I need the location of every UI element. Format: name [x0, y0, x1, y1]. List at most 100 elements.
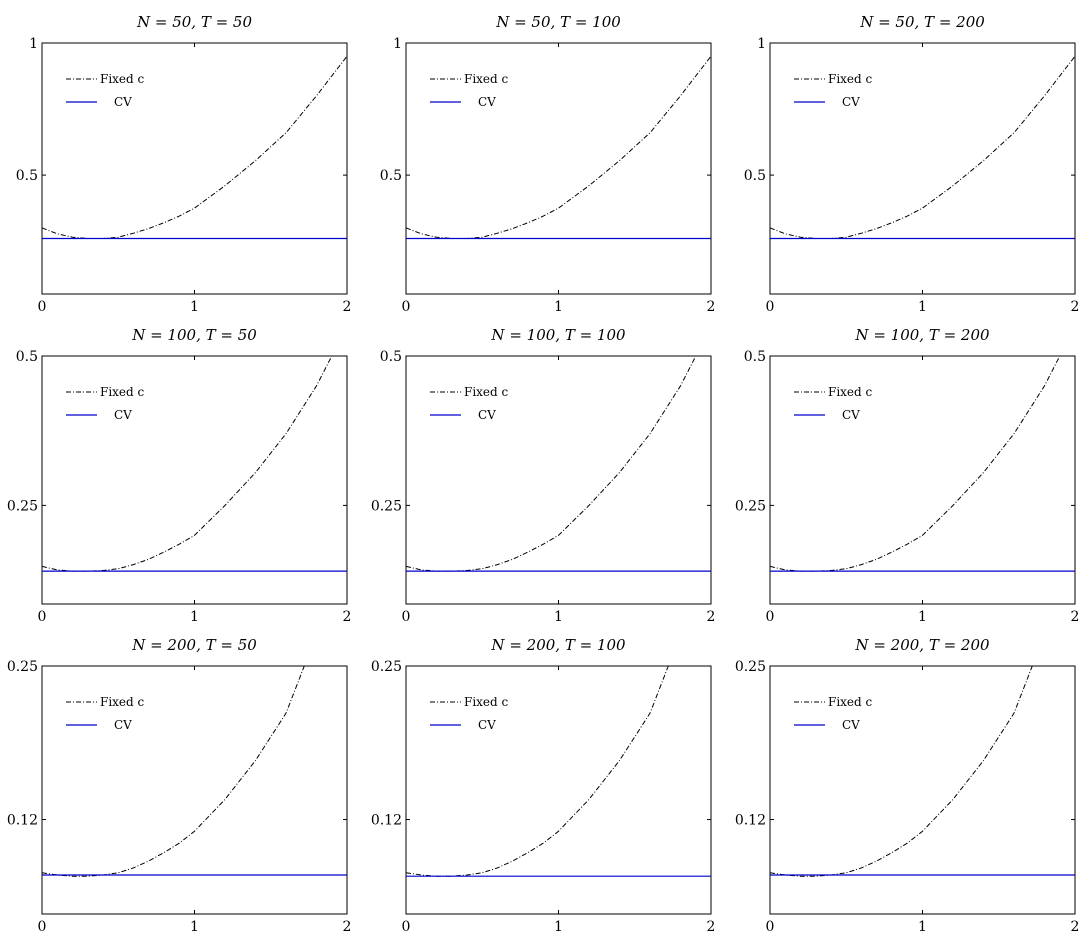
y-tick-label: 0.25: [7, 659, 38, 675]
x-tick-label: 2: [343, 609, 352, 625]
x-tick-label: 1: [918, 919, 927, 931]
series-fixed-c-line: [770, 55, 1075, 239]
legend: Fixed c CV: [66, 385, 145, 422]
panel-title: N = 50, T = 50: [136, 13, 253, 31]
plot-frame: [41, 355, 348, 605]
x-tick-label: 1: [918, 299, 927, 315]
y-tick-label: 0.25: [735, 659, 766, 675]
y-tick-label: 1: [393, 36, 402, 52]
panel-6: N = 100, T = 200 0 1 2 0.25 0.5 Fixed c CV: [735, 326, 1080, 625]
legend-label-cv: CV: [478, 718, 496, 732]
x-tick-label: 2: [707, 609, 716, 625]
legend-label-fixed-c: Fixed c: [464, 385, 509, 399]
panel-title: N = 200, T = 100: [490, 636, 626, 654]
series-fixed-c-line: [406, 356, 697, 572]
panel-title: N = 200, T = 200: [854, 636, 990, 654]
legend: Fixed c CV: [66, 695, 145, 732]
legend-label-fixed-c: Fixed c: [464, 695, 509, 709]
plot-frame: [769, 355, 1076, 605]
legend: Fixed c CV: [794, 72, 873, 109]
y-tick-label: 0.5: [380, 168, 402, 184]
x-tick-label: 0: [766, 299, 775, 315]
legend-label-cv: CV: [842, 95, 860, 109]
legend-label-fixed-c: Fixed c: [100, 72, 145, 86]
legend-label-cv: CV: [114, 95, 132, 109]
y-tick-label: 1: [757, 36, 766, 52]
x-tick-label: 1: [918, 609, 927, 625]
x-tick-label: 1: [190, 609, 199, 625]
x-tick-label: 2: [1071, 919, 1080, 931]
legend-label-fixed-c: Fixed c: [100, 695, 145, 709]
x-tick-label: 2: [343, 299, 352, 315]
x-tick-label: 0: [402, 299, 411, 315]
series-fixed-c-line: [770, 666, 1033, 877]
x-tick-label: 2: [707, 299, 716, 315]
panel-3: N = 50, T = 200 0 1 2 0.5 1 Fixed c CV: [744, 13, 1080, 315]
legend: Fixed c CV: [794, 385, 873, 422]
panel-2: N = 50, T = 100 0 1 2 0.5 1 Fixed c CV: [380, 13, 716, 315]
plot-frame: [769, 42, 1076, 295]
plot-frame: [41, 665, 348, 915]
panel-8: N = 200, T = 100 0 1 2 0.12 0.25 Fixed c CV: [371, 636, 716, 931]
x-tick-label: 1: [190, 919, 199, 931]
y-tick-label: 0.25: [735, 498, 766, 514]
panel-9: N = 200, T = 200 0 1 2 0.12 0.25 Fixed c CV: [735, 636, 1080, 931]
legend-label-cv: CV: [842, 408, 860, 422]
series-fixed-c-line: [770, 356, 1061, 572]
panel-title: N = 100, T = 50: [131, 326, 257, 344]
x-tick-label: 0: [402, 609, 411, 625]
x-tick-label: 1: [554, 919, 563, 931]
series-fixed-c-line: [406, 55, 711, 239]
y-tick-label: 0.5: [16, 349, 38, 365]
x-tick-label: 0: [766, 609, 775, 625]
legend: Fixed c CV: [430, 695, 509, 732]
plot-frame: [405, 42, 712, 295]
y-tick-label: 0.5: [380, 349, 402, 365]
panel-4: N = 100, T = 50 0 1 2 0.25 0.5 Fixed c CV: [7, 326, 352, 625]
x-tick-label: 1: [554, 609, 563, 625]
y-tick-label: 0.25: [7, 498, 38, 514]
legend: Fixed c CV: [66, 72, 145, 109]
legend: Fixed c CV: [430, 385, 509, 422]
series-fixed-c-line: [406, 666, 669, 877]
legend: Fixed c CV: [794, 695, 873, 732]
panel-5: N = 100, T = 100 0 1 2 0.25 0.5 Fixed c CV: [371, 326, 716, 625]
y-tick-label: 1: [29, 36, 38, 52]
legend-label-fixed-c: Fixed c: [828, 695, 873, 709]
x-tick-label: 2: [343, 919, 352, 931]
panel-title: N = 50, T = 200: [859, 13, 985, 31]
y-tick-label: 0.12: [371, 813, 402, 829]
series-fixed-c-line: [42, 55, 347, 239]
y-tick-label: 0.5: [744, 168, 766, 184]
panel-title: N = 100, T = 100: [490, 326, 626, 344]
y-tick-label: 0.5: [744, 349, 766, 365]
x-tick-label: 0: [38, 609, 47, 625]
y-tick-label: 0.25: [371, 659, 402, 675]
y-tick-label: 0.12: [7, 813, 38, 829]
legend-label-cv: CV: [114, 718, 132, 732]
x-tick-label: 2: [1071, 609, 1080, 625]
y-tick-label: 0.5: [16, 168, 38, 184]
panel-title: N = 200, T = 50: [131, 636, 257, 654]
legend: Fixed c CV: [430, 72, 509, 109]
x-tick-label: 0: [38, 919, 47, 931]
panel-7: N = 200, T = 50 0 1 2 0.12 0.25 Fixed c CV: [7, 636, 352, 931]
y-tick-label: 0.25: [371, 498, 402, 514]
panel-title: N = 50, T = 100: [495, 13, 621, 31]
plot-frame: [405, 355, 712, 605]
legend-label-fixed-c: Fixed c: [464, 72, 509, 86]
panel-title: N = 100, T = 200: [854, 326, 990, 344]
legend-label-fixed-c: Fixed c: [100, 385, 145, 399]
legend-label-cv: CV: [842, 718, 860, 732]
x-tick-label: 1: [190, 299, 199, 315]
plot-frame: [769, 665, 1076, 915]
plot-frame: [41, 42, 348, 295]
x-tick-label: 0: [402, 919, 411, 931]
legend-label-fixed-c: Fixed c: [828, 72, 873, 86]
series-fixed-c-line: [42, 666, 305, 877]
legend-label-cv: CV: [478, 95, 496, 109]
legend-label-cv: CV: [114, 408, 132, 422]
x-tick-label: 1: [554, 299, 563, 315]
x-tick-label: 2: [1071, 299, 1080, 315]
